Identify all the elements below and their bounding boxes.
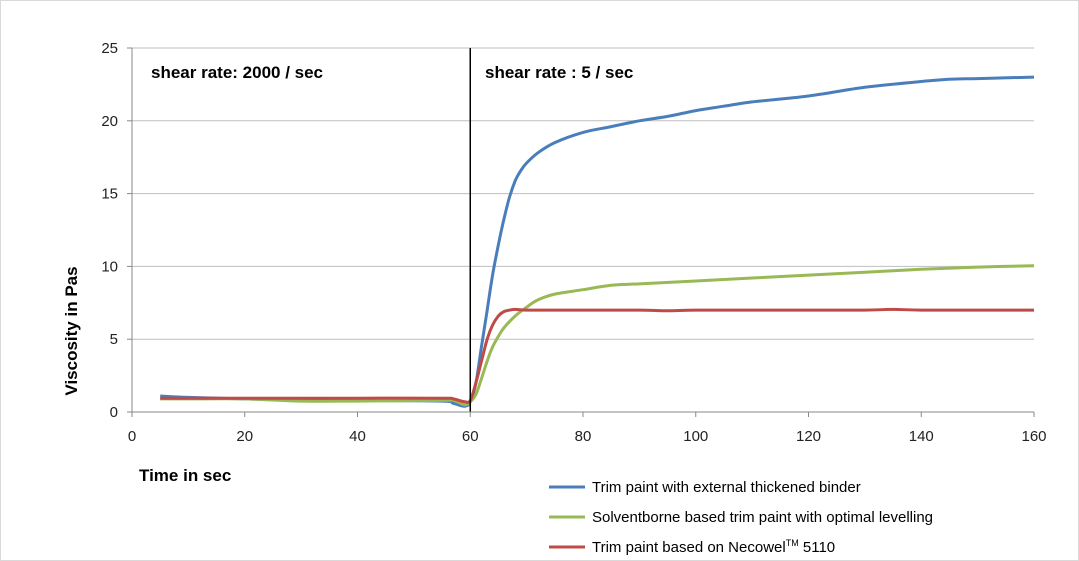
- y-axis-title: Viscosity in Pas: [62, 266, 81, 395]
- legend-item-3: Trim paint based on NecowelTM 5110: [549, 538, 835, 556]
- gridlines: [132, 47, 1034, 340]
- annotation-left-region: shear rate: 2000 / sec: [151, 63, 323, 82]
- y-tick-label-0: 0: [110, 404, 118, 421]
- x-tick-label-80: 80: [575, 428, 592, 445]
- x-tick-label-0: 0: [128, 428, 136, 445]
- y-tick-label-15: 15: [101, 186, 118, 203]
- legend-label-1: Trim paint with external thickened binde…: [592, 479, 861, 496]
- series-line-3: [160, 307, 1034, 404]
- y-tick-label-10: 10: [101, 258, 118, 275]
- axes: [127, 47, 1035, 417]
- series-line-2: [160, 264, 1035, 407]
- legend-label-3: Trim paint based on NecowelTM 5110: [592, 538, 835, 556]
- x-tick-label-60: 60: [462, 428, 479, 445]
- legend-item-2: Solventborne based trim paint with optim…: [549, 509, 933, 526]
- x-tick-label-20: 20: [236, 428, 253, 445]
- x-tick-label-120: 120: [796, 428, 821, 445]
- series-lines: [160, 75, 1035, 408]
- annotation-right-region: shear rate : 5 / sec: [485, 63, 633, 82]
- series-line-1: [160, 75, 1035, 408]
- y-tick-label-20: 20: [101, 113, 118, 130]
- x-tick-label-40: 40: [349, 428, 366, 445]
- x-tick-label-160: 160: [1021, 428, 1046, 445]
- legend-item-1: Trim paint with external thickened binde…: [549, 479, 861, 496]
- x-tick-label-100: 100: [683, 428, 708, 445]
- y-tick-label-5: 5: [110, 331, 118, 348]
- legend-label-2: Solventborne based trim paint with optim…: [592, 509, 933, 526]
- x-axis-title: Time in sec: [139, 466, 231, 485]
- y-tick-label-25: 25: [101, 40, 118, 57]
- x-tick-label-140: 140: [909, 428, 934, 445]
- tick-labels: 0 20 40 60 80 100 120 140 160 0 5 10 15 20 25: [101, 40, 1046, 445]
- legend: Trim paint with external thickened binde…: [549, 479, 933, 556]
